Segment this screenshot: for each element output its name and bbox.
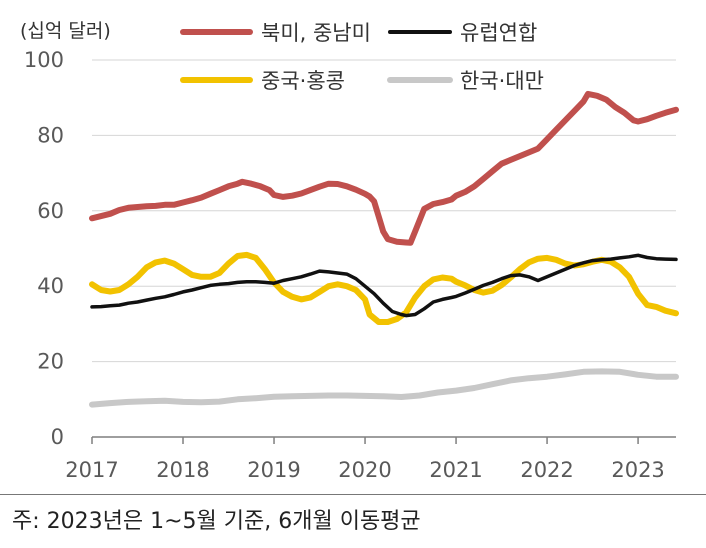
y-tick-label: 100 — [24, 48, 64, 72]
legend-label: 중국·홍콩 — [261, 69, 345, 93]
y-tick-label: 0 — [51, 425, 64, 449]
x-tick-label: 2022 — [520, 458, 573, 482]
x-tick-label: 2023 — [611, 458, 664, 482]
legend-label: 유럽연합 — [460, 21, 537, 45]
series-line-2 — [89, 251, 679, 325]
y-tick-label: 60 — [37, 199, 64, 223]
y-tick-label: 20 — [37, 350, 64, 374]
x-tick-label: 2019 — [247, 458, 300, 482]
legend-label: 한국·대만 — [460, 69, 544, 93]
legend-label: 북미, 중남미 — [261, 21, 371, 45]
y-axis: 0 20 40 60 80 100 — [24, 48, 64, 449]
note-divider — [0, 494, 706, 495]
x-axis: 2017 2018 2019 2020 2021 2022 2023 — [65, 436, 676, 482]
gridlines — [92, 59, 676, 363]
series-lines — [89, 90, 679, 408]
y-tick-label: 80 — [37, 123, 64, 147]
footnote: 주: 2023년은 1~5월 기준, 6개월 이동평균 — [12, 509, 421, 534]
x-tick-label: 2020 — [338, 458, 391, 482]
unit-label: (십억 달러) — [20, 20, 111, 42]
y-tick-label: 40 — [37, 274, 64, 298]
series-line-0 — [89, 90, 679, 246]
series-line-1 — [90, 253, 678, 318]
x-tick-label: 2021 — [429, 458, 482, 482]
x-tick-label: 2018 — [156, 458, 209, 482]
series-line-3 — [89, 368, 679, 408]
x-tick-label: 2017 — [65, 458, 118, 482]
